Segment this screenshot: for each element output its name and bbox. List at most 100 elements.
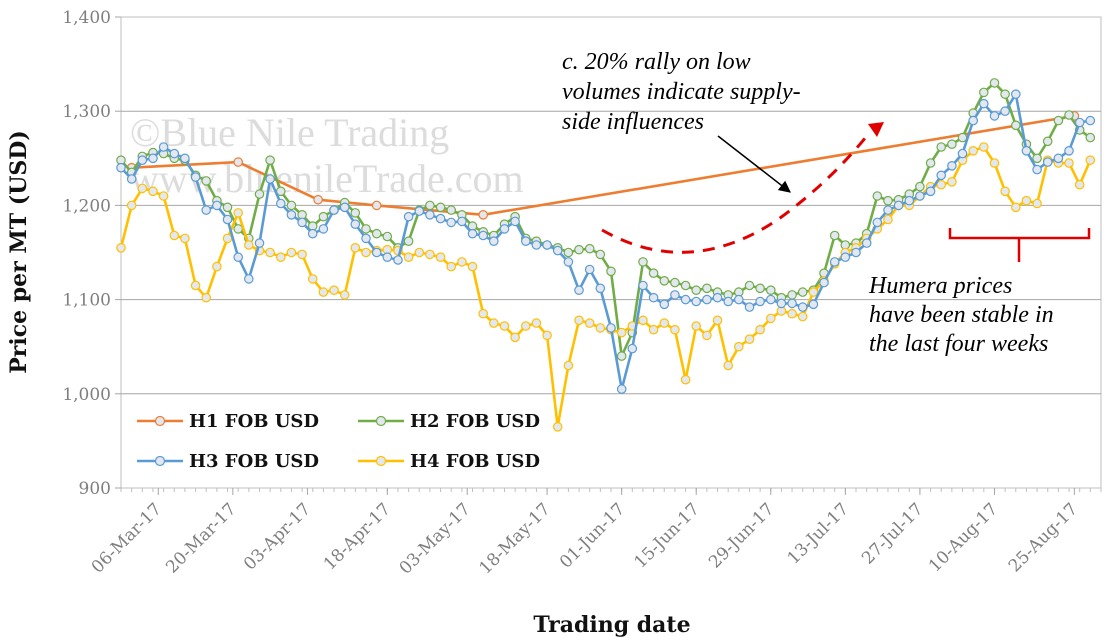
data-point (584, 318, 595, 328)
data-point (286, 247, 297, 258)
data-point (371, 200, 382, 211)
data-point (531, 318, 542, 328)
data-point (915, 181, 925, 192)
data-point (797, 287, 808, 297)
data-point (808, 287, 819, 297)
data-point (968, 115, 978, 126)
legend-swatch-marker (375, 415, 387, 427)
data-point (222, 233, 233, 244)
data-point (339, 202, 350, 213)
data-point (616, 351, 627, 361)
humera-bracket (948, 228, 1091, 262)
data-point (414, 206, 425, 216)
data-point (318, 287, 329, 297)
data-point (851, 247, 861, 258)
data-point (680, 280, 691, 291)
data-point (691, 321, 701, 331)
data-point (425, 210, 435, 220)
data-point (765, 313, 776, 324)
data-point (1053, 115, 1064, 126)
data-point (307, 228, 318, 239)
rally-annotation-line-3: side influences (562, 109, 704, 135)
data-point (212, 200, 222, 211)
data-point (488, 318, 499, 328)
data-point (467, 228, 478, 239)
data-point (574, 285, 584, 295)
data-point (648, 292, 659, 303)
data-point (446, 261, 456, 272)
data-point (712, 315, 723, 326)
data-point (659, 318, 670, 328)
data-point (733, 294, 744, 305)
data-point (137, 183, 148, 194)
data-point (872, 191, 883, 201)
data-point (648, 268, 659, 278)
data-point (680, 374, 691, 385)
data-point (435, 213, 446, 224)
x-tick-label: 20-Mar-17 (162, 499, 240, 577)
data-point (233, 224, 243, 234)
data-point (702, 283, 712, 294)
data-point (627, 343, 638, 354)
data-point (861, 238, 872, 248)
data-point (116, 162, 126, 173)
data-point (915, 191, 925, 201)
data-point (616, 384, 627, 394)
x-tick-label: 18-Apr-17 (320, 499, 395, 574)
data-point (510, 216, 520, 227)
data-point (978, 87, 989, 98)
data-point (702, 294, 712, 305)
data-point (1053, 153, 1064, 164)
x-tick-label: 15-Jun-17 (631, 499, 704, 572)
data-point (968, 146, 978, 156)
data-point (201, 292, 211, 303)
data-point (510, 332, 520, 343)
rally-trend-arrowhead (868, 122, 884, 137)
data-point (936, 142, 946, 152)
data-point (797, 311, 808, 322)
plot-area (120, 16, 1102, 489)
data-point (723, 360, 733, 371)
data-point (1032, 164, 1042, 175)
rally-pointer-arrow (717, 135, 791, 193)
data-point (371, 228, 382, 239)
data-point (1085, 115, 1096, 126)
y-axis-title: Price per MT (USD) (6, 130, 32, 374)
x-tick-label: 27-Jul-17 (858, 499, 927, 568)
data-point (691, 296, 701, 307)
data-point (1074, 179, 1085, 190)
x-tick-label: 10-Aug-17 (925, 499, 1002, 576)
data-point (148, 153, 158, 164)
data-point (222, 202, 233, 213)
data-point (435, 202, 446, 213)
data-point (606, 266, 616, 277)
data-point (446, 205, 456, 215)
legend-item: H1 FOB USD (137, 411, 319, 432)
data-point (595, 249, 606, 260)
data-point (840, 252, 851, 263)
data-point (563, 247, 574, 258)
data-point (1085, 132, 1096, 143)
data-point (723, 296, 733, 307)
data-point (318, 224, 329, 234)
data-point (286, 210, 297, 220)
data-point (1085, 155, 1096, 165)
data-point (499, 321, 510, 331)
data-point (925, 186, 936, 197)
data-point (659, 275, 670, 286)
data-point (1021, 195, 1032, 206)
data-point (542, 330, 552, 341)
data-point (1000, 89, 1010, 99)
data-point (733, 341, 744, 352)
data-point (872, 217, 883, 228)
legend-swatch-marker (375, 455, 387, 467)
data-point (552, 245, 563, 256)
humera-annotation-line-3: the last four weeks (869, 331, 1048, 357)
data-point (201, 176, 211, 186)
data-point (989, 111, 1000, 121)
data-point (925, 158, 936, 168)
data-point (563, 360, 574, 371)
data-point (297, 249, 307, 260)
y-tick-label: 1,400 (62, 8, 111, 28)
data-point (702, 330, 712, 341)
